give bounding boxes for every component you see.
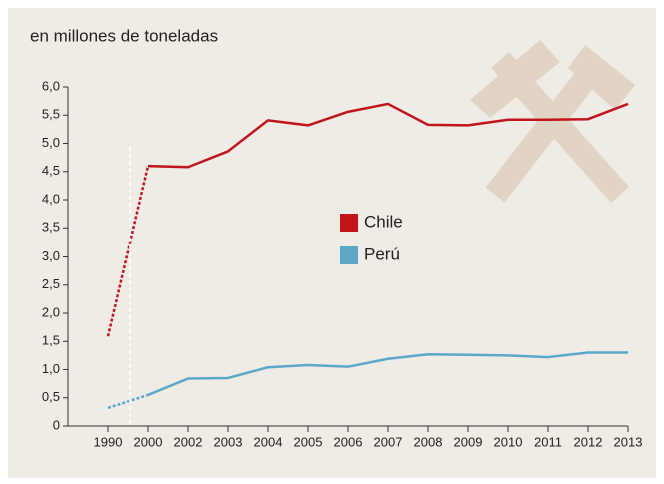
- y-tick-label: 5,0: [42, 135, 60, 150]
- x-tick-label: 2007: [374, 434, 403, 449]
- line-segment-dashed: [106, 165, 150, 337]
- x-tick-label: 2009: [454, 434, 483, 449]
- y-tick-label: 1,5: [42, 333, 60, 348]
- y-tick-label: 3,5: [42, 220, 60, 235]
- y-tick-label: 0,5: [42, 389, 60, 404]
- x-tick-label: 2008: [414, 434, 443, 449]
- y-tick-label: 0: [53, 417, 60, 432]
- legend-swatch: [340, 246, 358, 264]
- legend-label: Perú: [364, 244, 400, 263]
- x-tick-label: 2005: [294, 434, 323, 449]
- y-tick-label: 6,0: [42, 78, 60, 93]
- x-tick-label: 2000: [134, 434, 163, 449]
- x-tick-label: 2013: [614, 434, 643, 449]
- chart-title: en millones de toneladas: [30, 26, 218, 45]
- line-segment-dashed: [107, 393, 149, 410]
- y-tick-label: 2,0: [42, 304, 60, 319]
- y-tick-label: 5,5: [42, 107, 60, 122]
- line: [147, 102, 629, 169]
- x-tick-label: 1990: [94, 434, 123, 449]
- y-tick-label: 3,0: [42, 248, 60, 263]
- y-tick-label: 1,0: [42, 361, 60, 376]
- y-tick-label: 4,5: [42, 163, 60, 178]
- legend-swatch: [340, 214, 358, 232]
- x-tick-label: 2011: [534, 434, 562, 449]
- background: [8, 8, 656, 478]
- x-tick-label: 2004: [254, 434, 283, 449]
- x-tick-label: 2010: [494, 434, 523, 449]
- legend-label: Chile: [364, 212, 403, 231]
- line: [147, 351, 628, 397]
- x-tick-label: 2006: [334, 434, 363, 449]
- x-tick-label: 2003: [214, 434, 243, 449]
- x-tick-label: 2002: [174, 434, 203, 449]
- y-tick-label: 2,5: [42, 276, 60, 291]
- y-tick-label: 4,0: [42, 191, 60, 206]
- hammer-icon: [470, 40, 635, 203]
- x-tick-label: 2012: [574, 434, 603, 449]
